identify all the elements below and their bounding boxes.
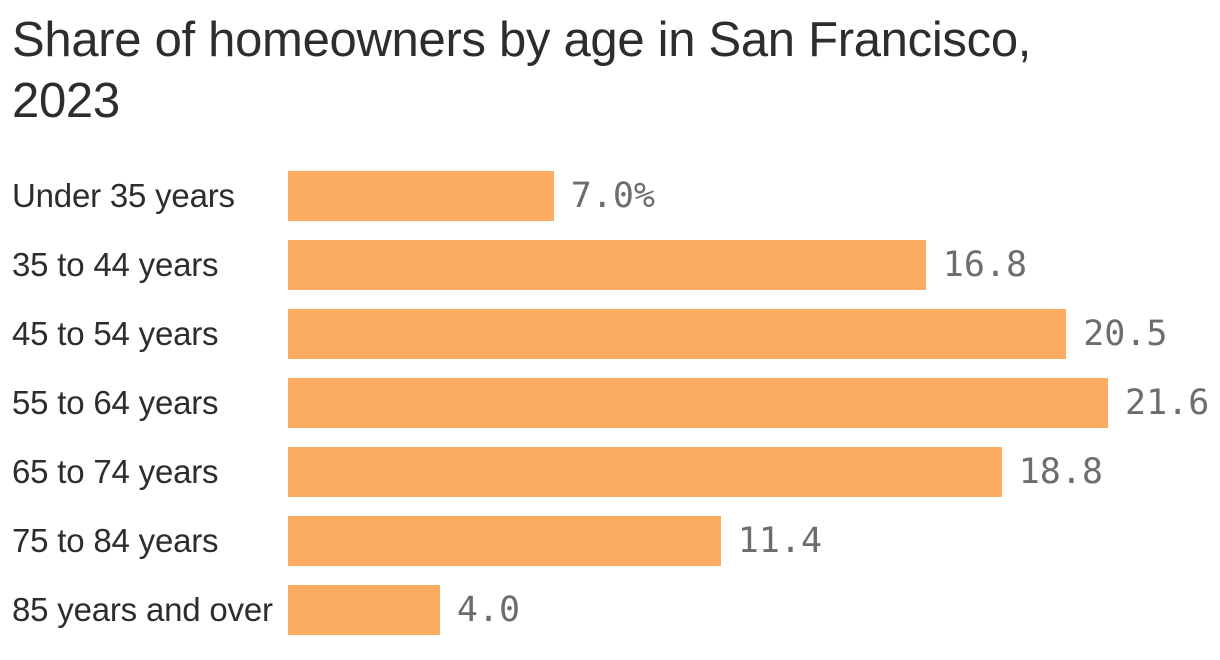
category-label: 85 years and over: [12, 591, 273, 628]
bar: [288, 309, 1067, 359]
value-label: 7.0%: [570, 176, 655, 216]
chart-title-line-2: 2023: [12, 74, 120, 128]
bar-row-55-64: 55 to 64 years 21.6: [0, 378, 1220, 428]
bar: [288, 585, 440, 635]
category-label: 45 to 54 years: [12, 315, 219, 352]
category-label: 65 to 74 years: [12, 453, 219, 490]
bar: [288, 171, 554, 221]
category-label: 35 to 44 years: [12, 246, 219, 283]
bar-row-45-54: 45 to 54 years 20.5: [0, 309, 1220, 359]
bar: [288, 378, 1108, 428]
category-label: 75 to 84 years: [12, 522, 219, 559]
bar-row-35-44: 35 to 44 years 16.8: [0, 240, 1220, 290]
value-label: 16.8: [942, 245, 1028, 285]
value-label: 11.4: [737, 521, 823, 561]
bar-row-65-74: 65 to 74 years 18.8: [0, 447, 1220, 497]
bar-row-85-over: 85 years and over 4.0: [0, 585, 1220, 635]
bar: [288, 447, 1002, 497]
value-label: 4.0: [456, 590, 521, 630]
category-label: 55 to 64 years: [12, 384, 219, 421]
bar-row-under-35: Under 35 years 7.0%: [0, 171, 1220, 221]
category-label: Under 35 years: [12, 177, 235, 214]
value-label: 18.8: [1018, 452, 1103, 492]
value-label: 20.5: [1083, 314, 1168, 354]
chart-title: Share of homeowners by age in San Franci…: [12, 10, 1202, 132]
bar-row-75-84: 75 to 84 years 11.4: [0, 516, 1220, 566]
bar-chart: Under 35 years 7.0% 35 to 44 years 16.8 …: [0, 171, 1220, 635]
chart-title-line-1: Share of homeowners by age in San Franci…: [12, 13, 1032, 67]
bar: [288, 516, 721, 566]
value-label: 21.6: [1125, 383, 1210, 423]
bar: [288, 240, 926, 290]
